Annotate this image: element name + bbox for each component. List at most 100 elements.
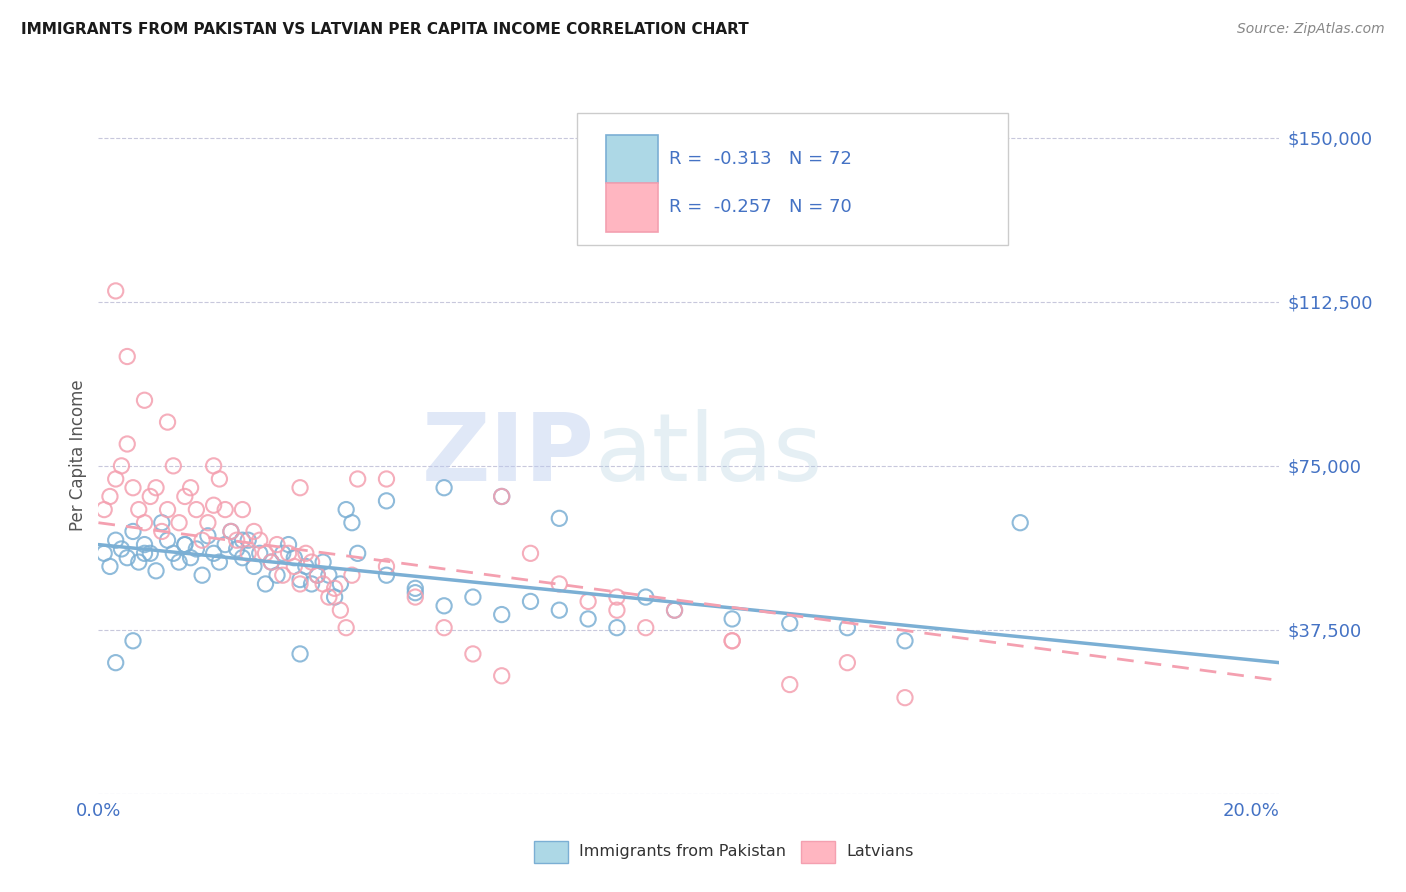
Point xyxy=(249,533,271,548)
Point xyxy=(150,516,173,530)
Point xyxy=(249,546,271,560)
Point xyxy=(375,493,398,508)
FancyBboxPatch shape xyxy=(606,184,658,232)
Point xyxy=(254,546,277,560)
Point xyxy=(231,550,253,565)
Point xyxy=(115,550,138,565)
Point xyxy=(104,472,127,486)
Point xyxy=(162,546,184,560)
Point xyxy=(180,550,202,565)
Point xyxy=(260,555,283,569)
Point xyxy=(115,437,138,451)
Point xyxy=(295,546,318,560)
Point xyxy=(288,481,311,495)
Point xyxy=(519,546,541,560)
Point xyxy=(243,559,266,574)
Point xyxy=(1010,516,1032,530)
Point xyxy=(104,656,127,670)
Point xyxy=(173,490,195,504)
Point xyxy=(576,594,599,608)
Point xyxy=(346,546,368,560)
Point xyxy=(335,621,357,635)
Point xyxy=(404,582,426,596)
Point xyxy=(202,546,225,560)
FancyBboxPatch shape xyxy=(606,135,658,183)
Point xyxy=(110,541,132,556)
Point xyxy=(156,415,179,429)
Text: ZIP: ZIP xyxy=(422,409,595,501)
Y-axis label: Per Capita Income: Per Capita Income xyxy=(69,379,87,531)
Point xyxy=(104,533,127,548)
Point xyxy=(283,559,305,574)
Text: R =  -0.257   N = 70: R = -0.257 N = 70 xyxy=(669,199,852,217)
Point xyxy=(312,555,335,569)
Point xyxy=(98,490,121,504)
Point xyxy=(548,577,571,591)
Point xyxy=(375,472,398,486)
Point xyxy=(433,599,456,613)
Point xyxy=(191,533,214,548)
Point xyxy=(335,502,357,516)
Point xyxy=(837,656,859,670)
Point xyxy=(139,546,162,560)
Point xyxy=(404,590,426,604)
Point xyxy=(145,564,167,578)
Point xyxy=(548,511,571,525)
Point xyxy=(134,546,156,560)
Point xyxy=(307,568,329,582)
Point xyxy=(122,481,145,495)
Point xyxy=(225,541,247,556)
Point xyxy=(225,533,247,548)
Point xyxy=(346,472,368,486)
Point xyxy=(173,538,195,552)
Point xyxy=(186,502,208,516)
Point xyxy=(243,524,266,539)
Point xyxy=(461,647,484,661)
Point xyxy=(134,516,156,530)
Point xyxy=(271,546,294,560)
Point xyxy=(115,350,138,364)
Point xyxy=(145,481,167,495)
Point xyxy=(122,633,145,648)
Point xyxy=(283,550,305,565)
Point xyxy=(576,612,599,626)
Point xyxy=(519,594,541,608)
Point xyxy=(104,284,127,298)
Point xyxy=(150,524,173,539)
Point xyxy=(340,516,363,530)
Point xyxy=(323,590,346,604)
Point xyxy=(301,555,323,569)
Point xyxy=(202,498,225,512)
Point xyxy=(180,481,202,495)
Point xyxy=(134,538,156,552)
Point xyxy=(260,555,283,569)
Point xyxy=(238,546,260,560)
Point xyxy=(186,541,208,556)
Point xyxy=(894,633,917,648)
Text: atlas: atlas xyxy=(595,409,823,501)
Point xyxy=(271,568,294,582)
Point xyxy=(329,603,352,617)
Point xyxy=(219,524,242,539)
Point xyxy=(238,533,260,548)
Point xyxy=(128,555,150,569)
Point xyxy=(634,590,657,604)
Point xyxy=(491,490,513,504)
Point xyxy=(606,590,628,604)
Point xyxy=(779,677,801,691)
Point xyxy=(156,502,179,516)
Point xyxy=(128,502,150,516)
Point xyxy=(122,524,145,539)
Point xyxy=(721,633,744,648)
Point xyxy=(375,568,398,582)
Point xyxy=(266,538,288,552)
Point xyxy=(277,538,299,552)
Point xyxy=(162,458,184,473)
Point xyxy=(664,603,686,617)
Point xyxy=(277,546,299,560)
Point xyxy=(197,516,219,530)
Text: Immigrants from Pakistan: Immigrants from Pakistan xyxy=(579,845,786,859)
Text: IMMIGRANTS FROM PAKISTAN VS LATVIAN PER CAPITA INCOME CORRELATION CHART: IMMIGRANTS FROM PAKISTAN VS LATVIAN PER … xyxy=(21,22,749,37)
Point xyxy=(340,568,363,582)
FancyBboxPatch shape xyxy=(576,112,1008,244)
